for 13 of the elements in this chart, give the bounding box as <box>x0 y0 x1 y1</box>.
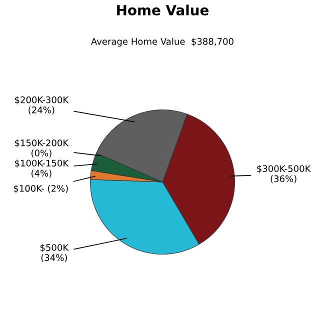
slice-label: $200K-300K <box>15 96 69 104</box>
slice-label: $300K-500K <box>257 165 311 174</box>
chart-title: Home Value <box>117 4 208 16</box>
slice-label: $100K-150K <box>15 160 69 168</box>
slice-label: $100K- (2%) <box>14 184 68 194</box>
chart-subtitle: Average Home Value $388,700 <box>91 38 234 47</box>
data-label: (24%) <box>28 106 54 114</box>
data-label: (4%) <box>32 170 52 178</box>
text: (0%) <box>32 149 52 158</box>
data-label: (36%) <box>270 175 296 184</box>
slice-label: $500K <box>40 244 69 252</box>
data-label: (34%) <box>41 254 67 262</box>
category-label: $150K-200K <box>15 139 69 148</box>
